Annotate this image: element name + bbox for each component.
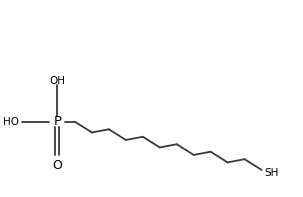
Text: P: P (53, 115, 62, 128)
Text: O: O (52, 159, 62, 172)
Text: SH: SH (264, 168, 278, 178)
Text: HO: HO (3, 117, 19, 127)
Text: OH: OH (49, 76, 65, 86)
